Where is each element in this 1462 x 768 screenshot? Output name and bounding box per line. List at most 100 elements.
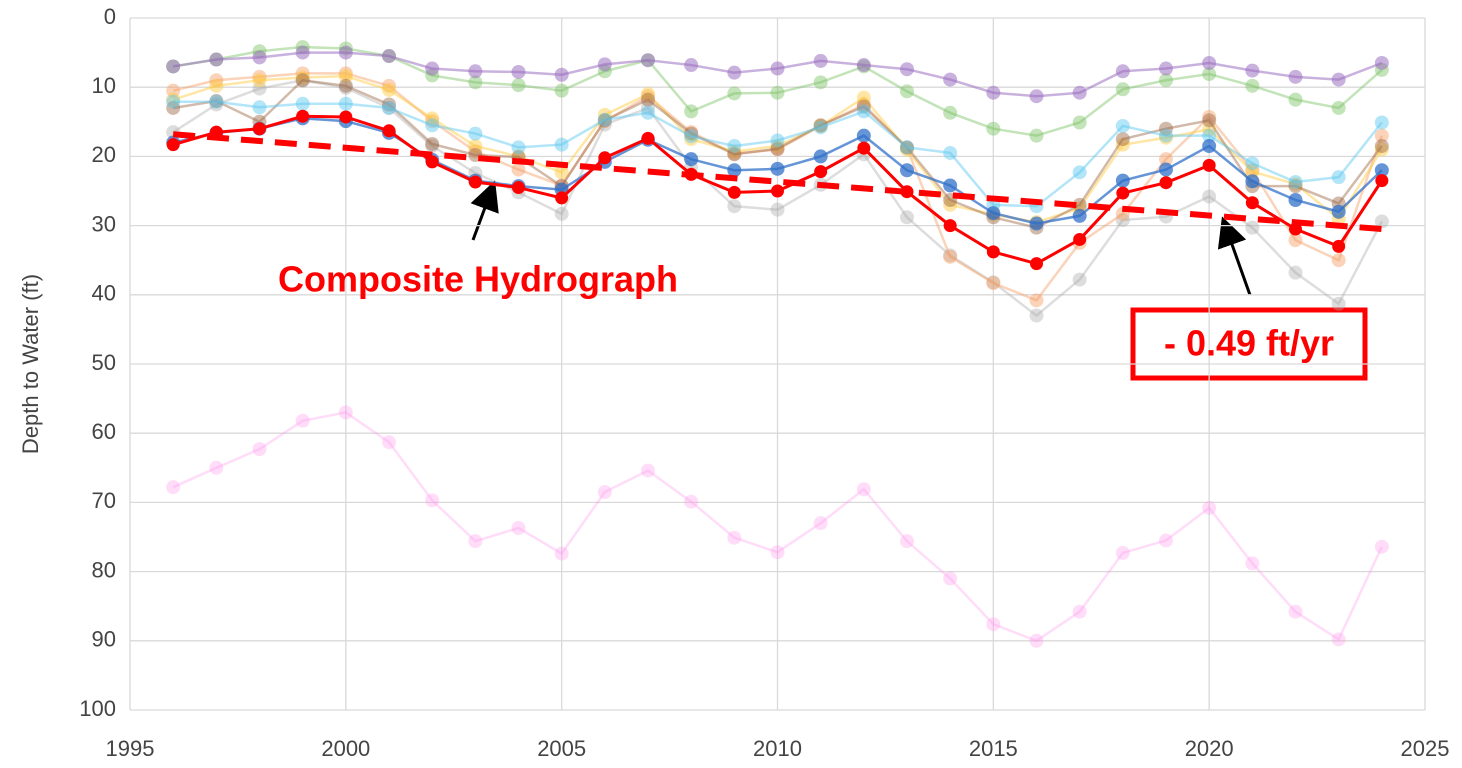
data-point: [554, 206, 569, 221]
data-point: [295, 66, 310, 81]
data-point: [166, 480, 181, 495]
data-point: [770, 61, 785, 76]
data-point: [1115, 64, 1130, 79]
data-point: [986, 85, 1001, 100]
data-point: [641, 100, 655, 115]
data-point: [252, 73, 267, 88]
data-point: [900, 140, 914, 155]
data-point: [813, 53, 828, 68]
y-axis-label: Depth to Water (ft): [18, 274, 43, 454]
data-point: [813, 75, 828, 90]
x-tick-label: 2005: [537, 736, 586, 761]
data-point: [943, 571, 958, 586]
data-point: [382, 435, 396, 450]
data-point: [1202, 158, 1216, 172]
data-point: [1202, 67, 1217, 82]
data-point: [1029, 128, 1044, 143]
data-point: [209, 52, 224, 67]
data-point: [1288, 604, 1303, 619]
data-point: [338, 96, 353, 111]
data-point: [382, 82, 396, 97]
annotation: Composite Hydrograph: [278, 259, 678, 300]
data-point: [597, 114, 612, 129]
data-point: [813, 118, 828, 133]
data-point: [512, 181, 525, 195]
data-point: [856, 104, 871, 119]
data-point: [1115, 82, 1130, 97]
y-tick-label: 80: [92, 557, 116, 582]
data-point: [641, 53, 655, 68]
data-point: [1288, 265, 1303, 280]
data-point: [252, 442, 267, 457]
data-point: [554, 83, 569, 98]
data-point: [597, 107, 612, 122]
data-point: [900, 140, 914, 155]
data-point: [1288, 179, 1303, 194]
series-line: [172, 74, 1383, 224]
data-point: [684, 104, 699, 119]
data-point: [1374, 128, 1389, 143]
data-point: [425, 139, 440, 154]
data-point: [943, 178, 958, 193]
data-point: [986, 121, 1001, 136]
data-point: [1288, 177, 1303, 192]
data-point: [1115, 137, 1130, 152]
data-point: [468, 144, 483, 159]
data-point: [770, 85, 785, 100]
data-point: [209, 94, 224, 109]
data-point: [900, 163, 914, 178]
data-point: [727, 185, 741, 199]
series-line: [172, 78, 1383, 230]
series-line: [172, 72, 1384, 302]
data-point: [382, 100, 396, 115]
data-point: [1159, 121, 1173, 136]
data-point: [813, 118, 828, 133]
data-point: [598, 151, 612, 165]
data-point: [382, 97, 396, 112]
data-point: [727, 86, 742, 101]
data-point: [1029, 89, 1044, 104]
data-point: [1116, 186, 1130, 200]
data-point: [857, 141, 871, 155]
data-point: [641, 89, 655, 104]
data-point: [555, 191, 569, 205]
data-point: [209, 73, 224, 88]
data-point: [1202, 109, 1217, 124]
data-point: [295, 413, 310, 428]
data-point: [511, 521, 526, 536]
data-point: [1374, 139, 1389, 154]
data-point: [338, 80, 353, 95]
data-point: [209, 78, 224, 93]
data-point: [813, 120, 828, 135]
data-point: [468, 139, 483, 154]
data-point: [1245, 156, 1260, 171]
data-point: [813, 118, 828, 133]
data-point: [338, 405, 353, 420]
data-point: [296, 109, 310, 123]
data-point: [166, 100, 181, 115]
data-point: [338, 45, 353, 60]
data-point: [382, 100, 396, 115]
data-point: [1202, 113, 1217, 128]
data-point: [1072, 197, 1087, 212]
data-point: [295, 96, 310, 111]
data-point: [814, 165, 828, 179]
data-point: [986, 206, 1001, 221]
data-point: [943, 72, 958, 87]
data-point: [1202, 500, 1217, 515]
data-point: [943, 145, 958, 160]
data-point: [727, 199, 742, 214]
data-point: [813, 149, 828, 164]
data-point: [1159, 533, 1173, 548]
data-point: [425, 118, 440, 133]
data-point: [425, 136, 440, 151]
data-point: [1073, 232, 1087, 246]
data-point: [943, 248, 958, 263]
data-point: [1072, 272, 1087, 287]
data-point: [1288, 175, 1303, 190]
data-point: [468, 175, 482, 189]
data-point: [382, 124, 396, 138]
data-point: [1245, 174, 1260, 189]
data-point: [166, 59, 181, 74]
